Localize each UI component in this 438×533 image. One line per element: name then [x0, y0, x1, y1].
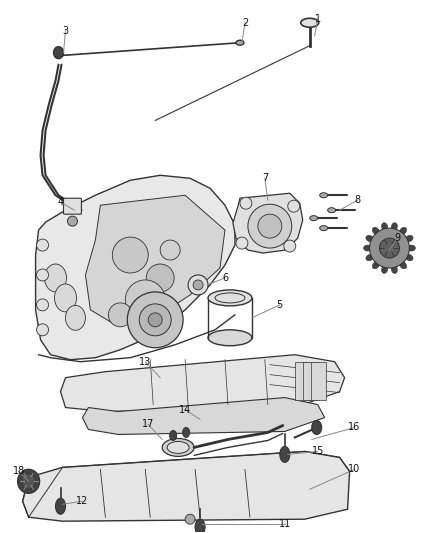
Ellipse shape [366, 254, 374, 261]
Circle shape [160, 240, 180, 260]
Text: 3: 3 [63, 26, 69, 36]
Circle shape [37, 324, 49, 336]
Circle shape [37, 239, 49, 251]
Text: 18: 18 [13, 466, 25, 477]
Ellipse shape [364, 245, 371, 251]
Ellipse shape [406, 236, 413, 242]
Polygon shape [23, 451, 350, 521]
Polygon shape [35, 175, 235, 360]
Circle shape [139, 304, 171, 336]
Ellipse shape [183, 427, 190, 438]
Text: 11: 11 [279, 519, 291, 529]
Polygon shape [311, 362, 326, 400]
Ellipse shape [400, 262, 406, 269]
Ellipse shape [372, 262, 379, 269]
Text: 17: 17 [142, 419, 155, 430]
Circle shape [185, 514, 195, 524]
Polygon shape [60, 355, 345, 411]
Ellipse shape [162, 439, 194, 456]
Text: 12: 12 [76, 496, 88, 506]
Text: 10: 10 [349, 464, 361, 474]
Ellipse shape [215, 293, 245, 303]
Ellipse shape [381, 265, 388, 273]
Polygon shape [295, 362, 310, 400]
Polygon shape [233, 193, 303, 253]
Ellipse shape [406, 254, 413, 261]
Ellipse shape [54, 284, 77, 312]
Circle shape [284, 240, 296, 252]
Circle shape [148, 313, 162, 327]
Circle shape [37, 269, 49, 281]
Ellipse shape [195, 519, 205, 533]
Text: 7: 7 [262, 173, 268, 183]
Ellipse shape [170, 431, 177, 440]
Circle shape [379, 238, 399, 258]
Circle shape [236, 237, 248, 249]
Ellipse shape [280, 447, 290, 462]
Polygon shape [85, 195, 225, 325]
Ellipse shape [328, 208, 336, 213]
Circle shape [112, 237, 148, 273]
Ellipse shape [372, 227, 379, 235]
Circle shape [258, 214, 282, 238]
Text: 15: 15 [311, 447, 324, 456]
Ellipse shape [310, 216, 318, 221]
Ellipse shape [208, 290, 252, 306]
Circle shape [67, 216, 78, 226]
Text: 8: 8 [354, 195, 360, 205]
Circle shape [108, 303, 132, 327]
Ellipse shape [301, 18, 319, 27]
Ellipse shape [320, 225, 328, 231]
Text: 1: 1 [314, 14, 321, 24]
Ellipse shape [366, 236, 374, 242]
Ellipse shape [312, 421, 321, 434]
Ellipse shape [167, 441, 189, 454]
Circle shape [188, 275, 208, 295]
Circle shape [240, 197, 252, 209]
Ellipse shape [18, 470, 39, 493]
Ellipse shape [66, 305, 85, 330]
Polygon shape [303, 362, 318, 400]
Text: 14: 14 [179, 405, 191, 415]
Text: 4: 4 [57, 197, 64, 207]
Text: 16: 16 [349, 423, 361, 432]
Circle shape [125, 280, 165, 320]
Polygon shape [82, 398, 325, 434]
Ellipse shape [56, 498, 66, 514]
Circle shape [288, 200, 300, 212]
Ellipse shape [21, 473, 35, 489]
Ellipse shape [391, 223, 397, 231]
Ellipse shape [391, 265, 397, 273]
Text: 5: 5 [277, 300, 283, 310]
Circle shape [248, 204, 292, 248]
Circle shape [127, 292, 183, 348]
Ellipse shape [407, 245, 415, 251]
Text: 2: 2 [242, 18, 248, 28]
Text: 6: 6 [222, 273, 228, 283]
Ellipse shape [381, 223, 388, 231]
Ellipse shape [53, 47, 64, 59]
Text: 9: 9 [394, 233, 400, 243]
Circle shape [146, 264, 174, 292]
Circle shape [193, 280, 203, 290]
Ellipse shape [45, 264, 67, 292]
Ellipse shape [208, 330, 252, 346]
Ellipse shape [236, 40, 244, 45]
Ellipse shape [320, 193, 328, 198]
Circle shape [37, 299, 49, 311]
Circle shape [370, 228, 410, 268]
Ellipse shape [400, 227, 406, 235]
Text: 13: 13 [139, 357, 152, 367]
FancyBboxPatch shape [64, 198, 81, 214]
